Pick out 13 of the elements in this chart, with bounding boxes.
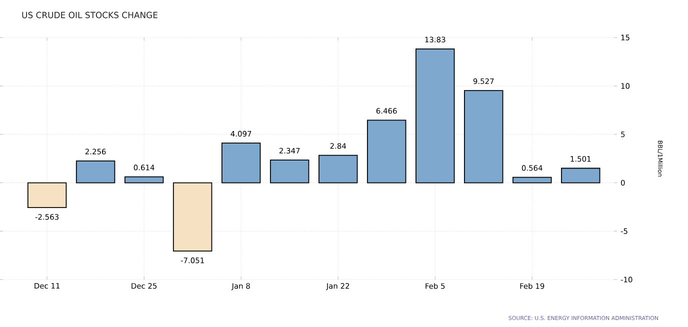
- bar: [172, 182, 212, 252]
- bar: [270, 160, 310, 184]
- bar: [124, 176, 164, 184]
- chart-title: US CRUDE OIL STOCKS CHANGE: [22, 12, 158, 18]
- bar: [221, 142, 261, 184]
- bar: [512, 176, 552, 184]
- bar: [27, 182, 67, 208]
- bar: [366, 120, 406, 184]
- bar: [318, 154, 358, 184]
- bar: [561, 168, 600, 184]
- bar: [76, 160, 116, 184]
- bar: [416, 48, 455, 184]
- bar: [464, 90, 504, 184]
